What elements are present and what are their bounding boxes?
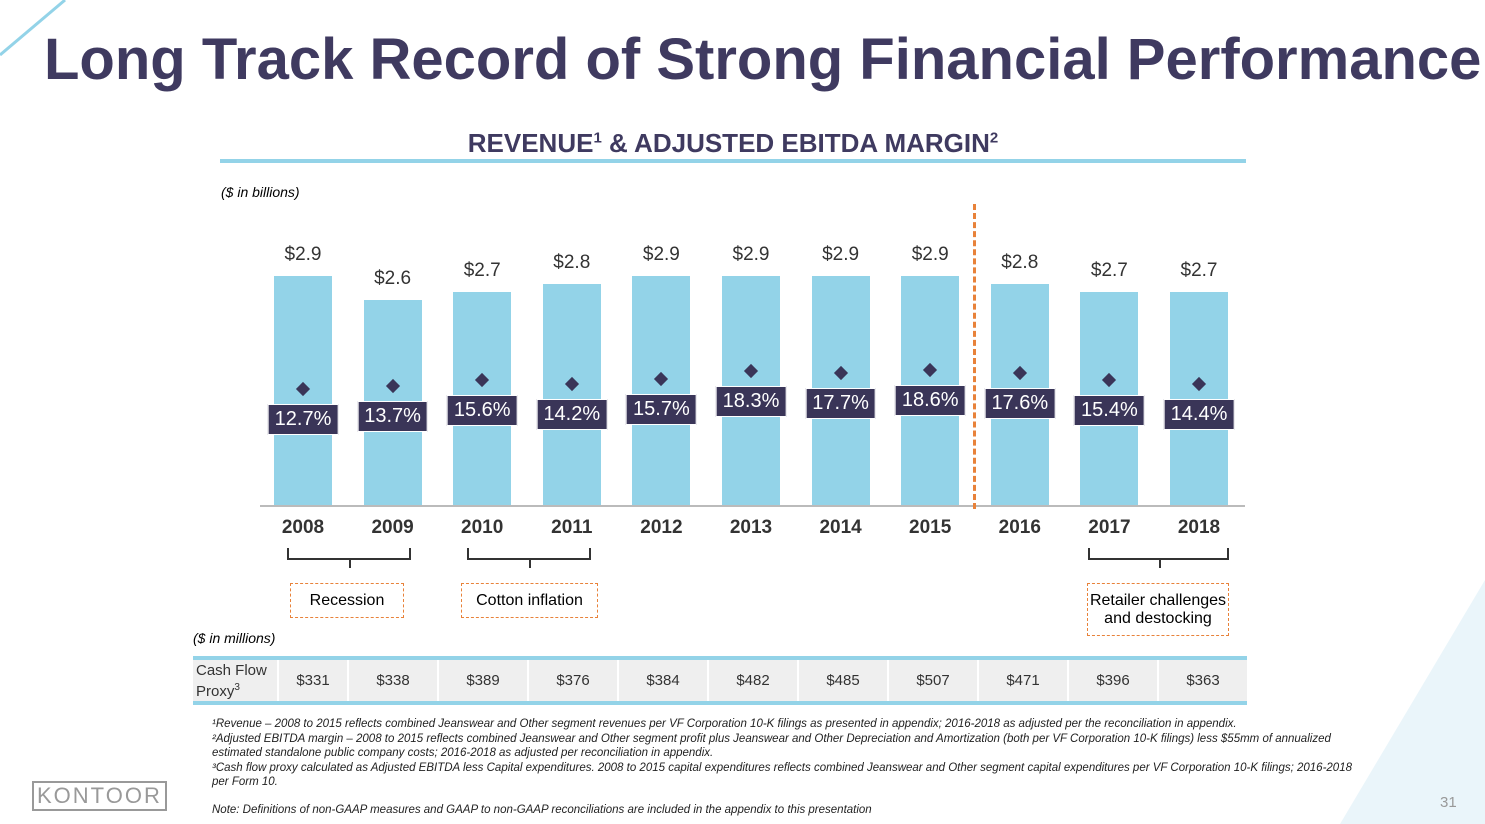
- margin-label: 12.7%: [267, 404, 339, 435]
- revenue-label: $2.8: [1001, 251, 1039, 273]
- x-axis-line: [260, 505, 1245, 507]
- revenue-label: $2.9: [822, 243, 860, 265]
- note: Note: Definitions of non-GAAP measures a…: [212, 804, 872, 816]
- footnote-1: ¹Revenue – 2008 to 2015 reflects combine…: [212, 718, 1237, 730]
- brace-recession: [287, 548, 411, 568]
- cash-flow-row-label: Cash Flow Proxy3: [196, 661, 267, 700]
- revenue-label: $2.7: [463, 259, 501, 281]
- margin-label: 14.2%: [536, 399, 608, 431]
- revenue-bar: [632, 275, 691, 505]
- revenue-bar: [542, 283, 601, 505]
- cash-flow-cell: $384: [617, 660, 707, 701]
- cash-flow-cell: $471: [977, 660, 1067, 701]
- year-label: 2011: [551, 517, 593, 538]
- revenue-label: $2.9: [284, 243, 322, 265]
- margin-label: 17.6%: [984, 388, 1056, 420]
- footnote-2: ²Adjusted EBITDA margin – 2008 to 2015 r…: [212, 733, 1331, 759]
- cash-flow-cell: $338: [347, 660, 437, 701]
- margin-label: 15.7%: [626, 394, 697, 426]
- annotation-retailer-challenges: Retailer challenges and destocking: [1087, 583, 1229, 636]
- revenue-label: $2.9: [732, 243, 770, 265]
- year-label: 2010: [461, 517, 504, 538]
- revenue-label: $2.9: [911, 243, 949, 265]
- margin-label: 15.6%: [446, 394, 518, 426]
- year-label: 2015: [909, 517, 952, 538]
- divider-dashed-line: [973, 204, 976, 509]
- year-label: 2009: [371, 517, 414, 538]
- title-underline: [220, 159, 1246, 163]
- year-label: 2014: [819, 517, 862, 538]
- revenue-label: $2.6: [374, 267, 412, 289]
- revenue-bar: [1170, 291, 1228, 505]
- cash-flow-cell: $376: [527, 660, 617, 701]
- year-label: 2012: [640, 517, 683, 538]
- brace-retailer: [1088, 548, 1229, 568]
- kontoor-logo: KONTOOR: [32, 781, 167, 811]
- year-label: 2017: [1088, 517, 1131, 538]
- margin-label: 17.7%: [805, 388, 876, 419]
- cash-flow-cell: $331: [277, 660, 347, 701]
- year-label: 2018: [1177, 517, 1221, 538]
- chart-title: REVENUE1 & ADJUSTED EBITDA MARGIN2: [467, 128, 999, 158]
- margin-label: 14.4%: [1163, 398, 1235, 430]
- unit-label-billions: ($ in billions): [221, 184, 300, 200]
- cash-flow-cell: $485: [797, 660, 887, 701]
- page-number: 31: [1440, 794, 1457, 811]
- cash-flow-cell: $389: [437, 660, 527, 701]
- annotation-cotton-inflation: Cotton inflation: [461, 583, 598, 618]
- revenue-label: $2.8: [553, 251, 591, 273]
- cash-flow-table: Cash Flow Proxy3 $331 $338 $389 $376 $384 $48…: [193, 656, 1247, 705]
- cash-flow-cell: $396: [1067, 660, 1157, 701]
- revenue-label: $2.9: [642, 243, 680, 265]
- unit-label-millions: ($ in millions): [193, 630, 276, 646]
- margin-label: 13.7%: [357, 400, 428, 432]
- margin-label: 15.4%: [1074, 395, 1145, 427]
- annotation-recession: Recession: [290, 583, 404, 618]
- cash-flow-cell: $482: [707, 660, 797, 701]
- year-label: 2016: [998, 517, 1041, 538]
- footnote-3: ³Cash flow proxy calculated as Adjusted …: [212, 762, 1352, 788]
- margin-label: 18.6%: [894, 385, 966, 417]
- brace-cotton: [467, 548, 591, 568]
- revenue-label: $2.7: [1180, 259, 1218, 281]
- cash-flow-cell: $363: [1157, 660, 1247, 701]
- page-title: Long Track Record of Strong Financial Pe…: [44, 27, 1482, 92]
- year-label: 2008: [281, 517, 325, 538]
- revenue-label: $2.7: [1090, 259, 1128, 281]
- year-label: 2013: [729, 517, 773, 538]
- cash-flow-cell: $507: [887, 660, 977, 701]
- margin-label: 18.3%: [715, 386, 787, 418]
